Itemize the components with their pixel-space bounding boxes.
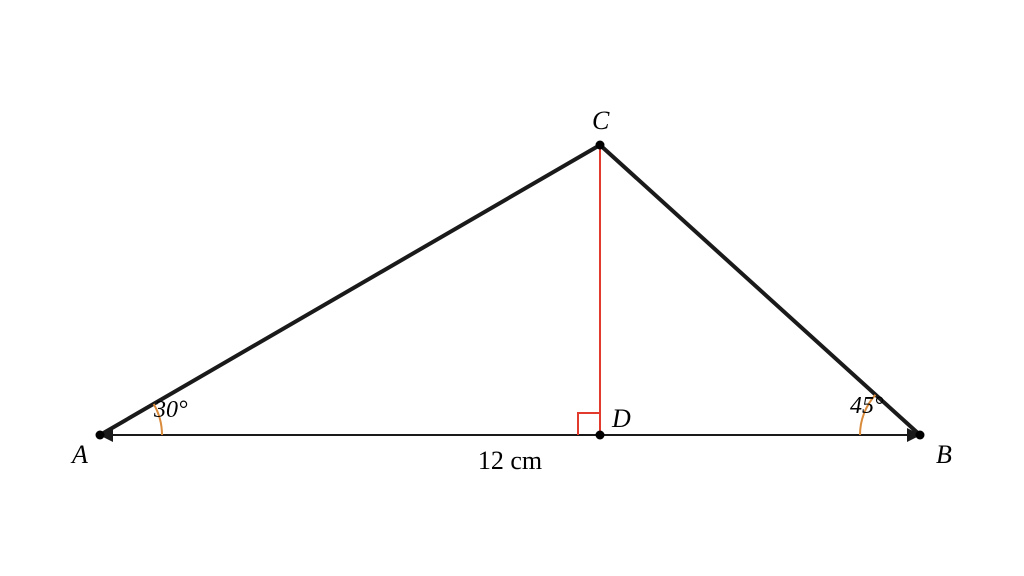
edge-CB xyxy=(600,145,920,435)
point-label-C: C xyxy=(592,106,610,135)
point-A xyxy=(96,431,105,440)
point-B xyxy=(916,431,925,440)
angle-label-A: 30° xyxy=(153,397,188,423)
point-label-D: D xyxy=(611,404,631,433)
point-label-A: A xyxy=(70,440,88,469)
right-angle-marker xyxy=(578,413,600,435)
point-D xyxy=(596,431,605,440)
edge-AC xyxy=(100,145,600,435)
point-label-B: B xyxy=(936,440,952,469)
point-C xyxy=(596,141,605,150)
angle-label-B: 45° xyxy=(850,393,884,419)
base-dimension-label: 12 cm xyxy=(478,446,542,475)
